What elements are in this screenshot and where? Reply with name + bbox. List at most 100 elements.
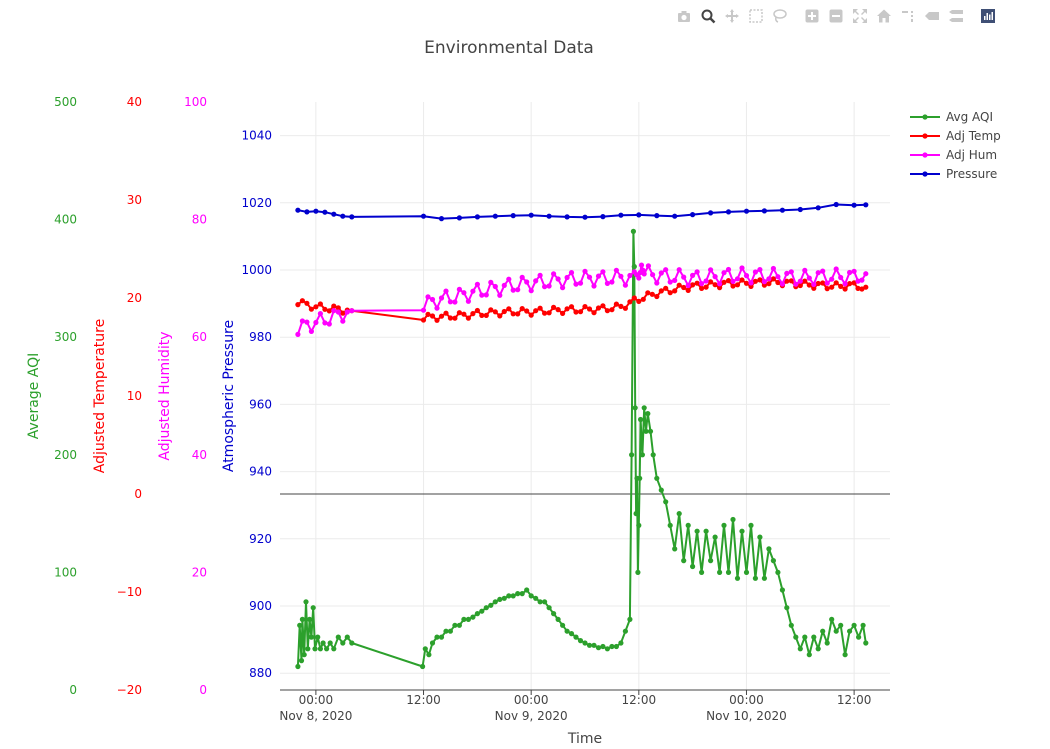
data-point bbox=[474, 307, 480, 314]
data-point bbox=[317, 311, 323, 317]
y-tick-label-hum: 40 bbox=[192, 448, 207, 462]
data-point bbox=[479, 608, 485, 614]
data-point bbox=[859, 277, 865, 283]
data-point bbox=[488, 307, 494, 313]
data-point bbox=[654, 213, 660, 219]
legend-item-pressure[interactable]: Pressure bbox=[910, 167, 997, 181]
zoom-in-button[interactable] bbox=[800, 5, 824, 27]
data-point bbox=[546, 605, 552, 611]
data-point bbox=[863, 202, 869, 208]
data-point bbox=[542, 599, 548, 605]
legend-item-adj-temp[interactable]: Adj Temp bbox=[910, 129, 1001, 143]
zoom-button[interactable] bbox=[696, 5, 720, 27]
data-point bbox=[335, 309, 341, 315]
data-point bbox=[555, 276, 561, 282]
hover-closest-button[interactable] bbox=[920, 5, 944, 27]
chart-title: Environmental Data bbox=[424, 38, 594, 58]
data-point bbox=[600, 214, 606, 220]
plotly-logo-button[interactable] bbox=[976, 5, 1000, 27]
data-point bbox=[600, 303, 606, 309]
y-tick-label-temp: 20 bbox=[127, 291, 142, 305]
series-markers-avg-aqi bbox=[295, 228, 869, 670]
data-point bbox=[681, 284, 687, 291]
y-tick-label-hum: 100 bbox=[184, 95, 207, 109]
series-markers-pressure bbox=[295, 201, 869, 222]
data-point bbox=[305, 646, 311, 652]
data-point bbox=[694, 280, 700, 286]
data-point bbox=[510, 311, 516, 317]
data-point bbox=[788, 622, 794, 628]
pan-button[interactable] bbox=[720, 5, 744, 27]
data-point bbox=[560, 622, 566, 628]
legend-item-adj-hum[interactable]: Adj Hum bbox=[910, 148, 997, 162]
data-point bbox=[650, 272, 656, 278]
data-point bbox=[859, 286, 865, 292]
data-point bbox=[649, 291, 655, 297]
data-point bbox=[308, 306, 314, 312]
hover-compare-button[interactable] bbox=[944, 5, 968, 27]
data-point bbox=[577, 638, 584, 644]
data-point bbox=[327, 640, 333, 646]
data-point bbox=[461, 311, 467, 317]
data-point bbox=[708, 279, 714, 285]
data-point bbox=[842, 652, 848, 658]
data-point bbox=[654, 293, 660, 300]
data-point bbox=[340, 640, 346, 646]
pan-icon bbox=[725, 9, 739, 23]
y-tick-label-pres: 880 bbox=[249, 666, 272, 680]
y-tick-label-pres: 960 bbox=[249, 397, 272, 411]
data-point bbox=[613, 301, 620, 307]
camera-button[interactable] bbox=[672, 5, 696, 27]
data-point bbox=[295, 663, 301, 670]
reset-axes-button[interactable] bbox=[872, 5, 896, 27]
spike-lines-button[interactable] bbox=[896, 5, 920, 27]
autoscale-button[interactable] bbox=[848, 5, 872, 27]
data-point bbox=[820, 628, 826, 634]
data-point bbox=[806, 282, 812, 288]
data-point bbox=[501, 282, 507, 288]
data-point bbox=[730, 516, 736, 523]
data-point bbox=[645, 290, 651, 296]
data-point bbox=[717, 569, 723, 576]
legend-item-avg-aqi[interactable]: Avg AQI bbox=[910, 110, 993, 124]
data-point bbox=[349, 214, 355, 220]
data-point bbox=[699, 281, 705, 287]
data-point bbox=[717, 285, 723, 291]
data-point bbox=[770, 265, 777, 272]
data-point bbox=[761, 575, 768, 581]
data-point bbox=[429, 640, 436, 646]
data-point bbox=[537, 599, 543, 605]
data-point bbox=[524, 308, 530, 314]
data-point bbox=[820, 280, 826, 286]
data-point bbox=[797, 278, 803, 284]
data-point bbox=[842, 286, 848, 292]
data-point bbox=[326, 321, 332, 327]
data-point bbox=[515, 311, 521, 317]
data-point bbox=[676, 510, 682, 517]
data-point bbox=[308, 634, 314, 640]
lasso-select-button[interactable] bbox=[768, 5, 792, 27]
data-point bbox=[568, 631, 575, 637]
data-point bbox=[770, 558, 777, 564]
data-point bbox=[422, 646, 428, 652]
data-point bbox=[537, 305, 543, 311]
data-point bbox=[618, 640, 624, 646]
data-point bbox=[297, 622, 303, 628]
data-point bbox=[560, 285, 566, 291]
data-point bbox=[743, 280, 750, 286]
data-point bbox=[743, 569, 750, 576]
data-point bbox=[506, 276, 512, 282]
data-point bbox=[317, 646, 323, 652]
data-point bbox=[712, 274, 718, 280]
autoscale-icon bbox=[853, 9, 867, 23]
data-point bbox=[595, 305, 602, 311]
data-point bbox=[429, 296, 436, 303]
data-point bbox=[681, 274, 687, 280]
data-point bbox=[515, 287, 521, 293]
zoom-out-button[interactable] bbox=[824, 5, 848, 27]
data-point bbox=[609, 307, 615, 313]
data-point bbox=[492, 213, 498, 219]
legend-label: Pressure bbox=[946, 167, 997, 181]
y-axis-pres: 880 900 920 940 960 980 1000 1020 1040 Atmospheri… bbox=[221, 129, 272, 681]
box-select-button[interactable] bbox=[744, 5, 768, 27]
